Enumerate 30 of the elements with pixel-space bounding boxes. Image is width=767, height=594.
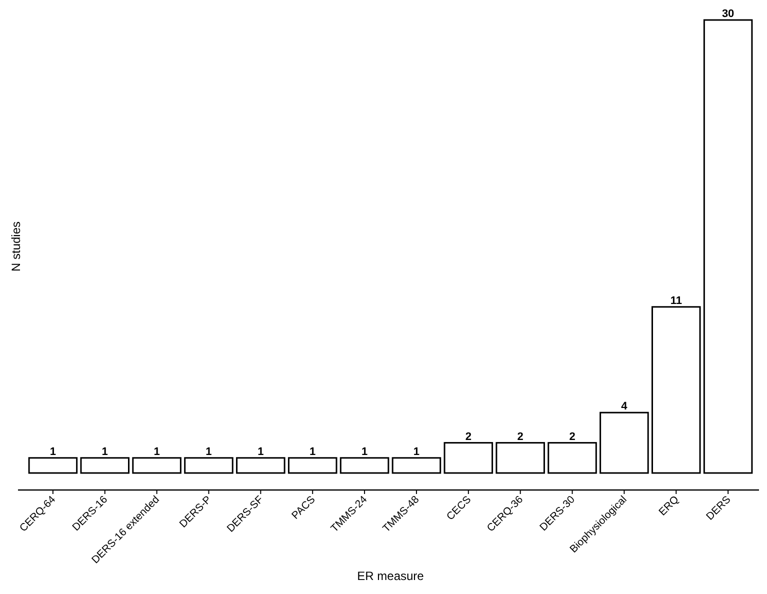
data-label: 1 xyxy=(102,446,108,458)
data-label: 2 xyxy=(517,430,524,443)
data-label: 1 xyxy=(413,446,420,458)
bar xyxy=(392,457,442,474)
bar xyxy=(184,457,234,474)
data-label: 1 xyxy=(361,446,368,458)
y-axis-title: N studies xyxy=(9,221,23,272)
bar xyxy=(444,442,494,474)
bar xyxy=(548,442,597,474)
bar xyxy=(288,457,338,474)
data-label: 2 xyxy=(465,430,472,443)
data-label: 11 xyxy=(670,294,682,307)
bar xyxy=(132,457,182,474)
data-label: 1 xyxy=(258,446,264,458)
bar xyxy=(703,19,753,474)
data-label: 30 xyxy=(722,8,734,20)
bar xyxy=(80,457,130,474)
bar xyxy=(600,412,649,474)
bar xyxy=(236,457,286,474)
bar xyxy=(496,442,545,474)
data-label: 1 xyxy=(310,446,316,458)
x-axis-title: ER measure xyxy=(357,569,424,583)
bar xyxy=(340,457,390,474)
data-label: 2 xyxy=(569,430,576,443)
bar xyxy=(652,306,701,474)
data-label: 4 xyxy=(621,400,628,413)
data-label: 1 xyxy=(154,446,160,458)
data-label: 1 xyxy=(50,446,56,458)
data-label: 1 xyxy=(206,446,212,458)
bar xyxy=(28,457,78,474)
